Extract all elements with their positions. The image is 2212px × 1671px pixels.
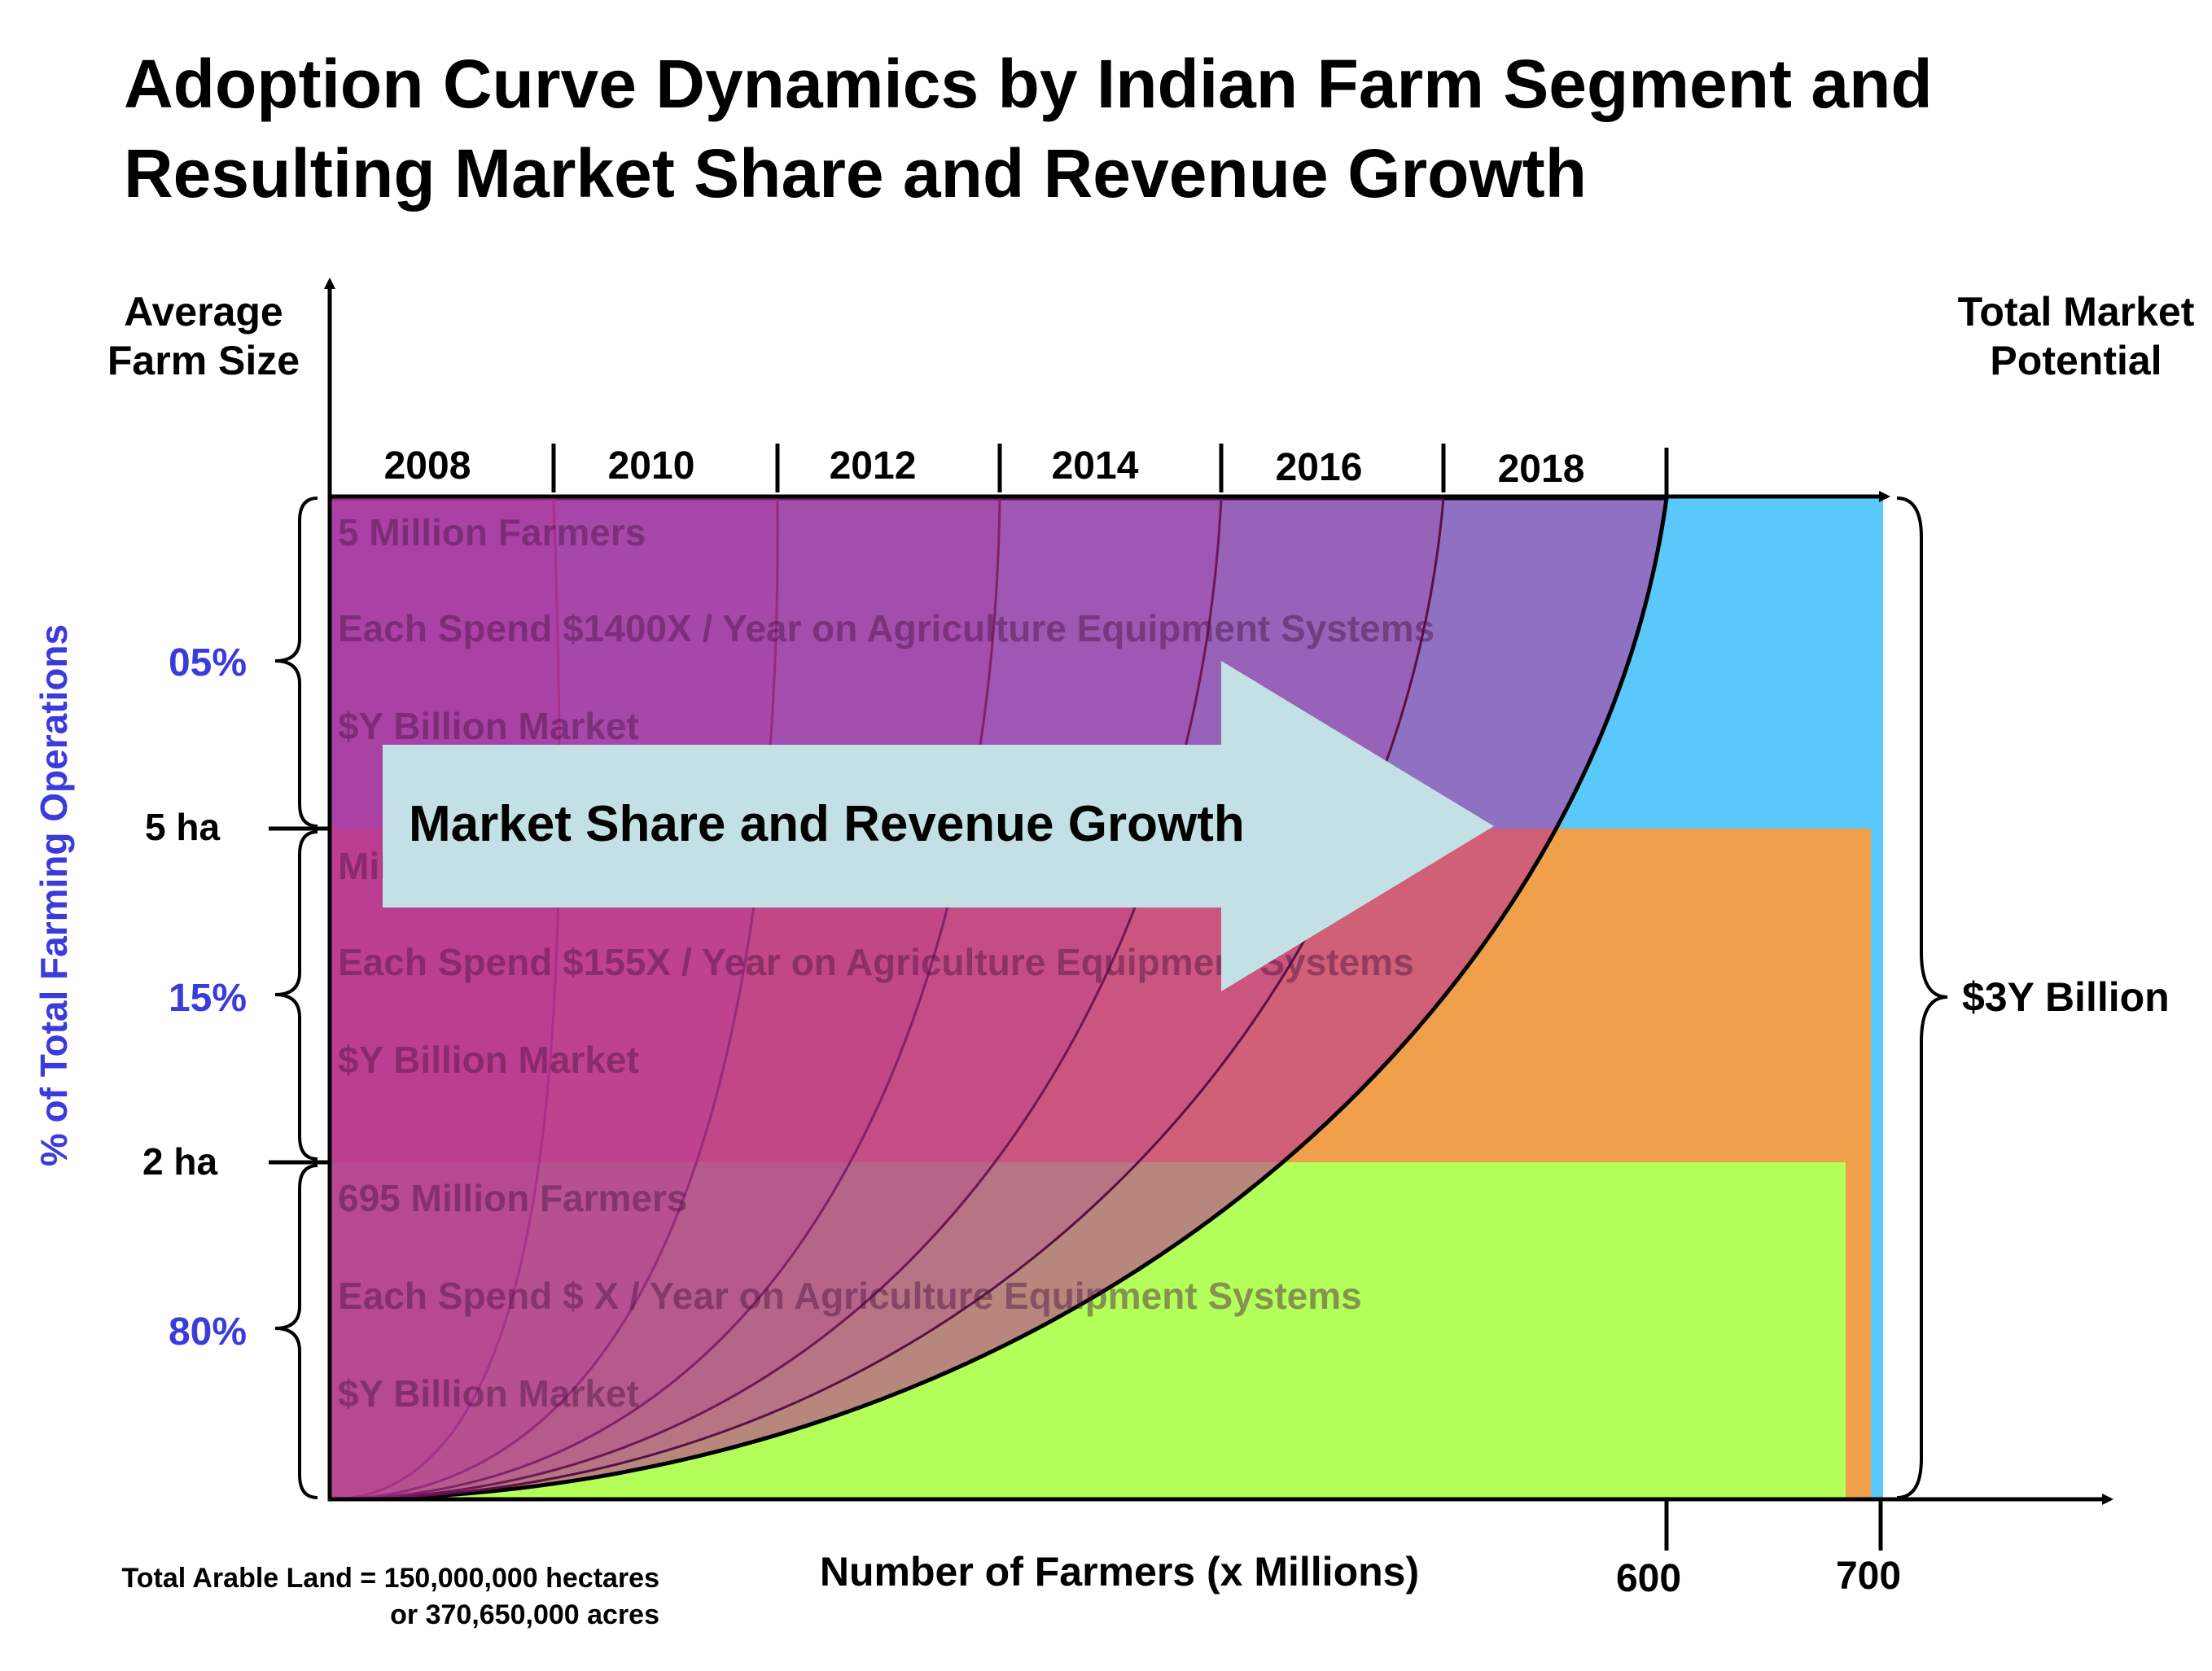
x-axis-label: Number of Farmers (x Millions)	[820, 1549, 1419, 1594]
percent-middle-segment: 15%	[169, 977, 247, 1020]
segment-3-farmers: 695 Million Farmers	[338, 1177, 688, 1219]
segment-1-farmers: 5 Million Farmers	[338, 511, 646, 553]
right-label-line-2: Potential	[1990, 338, 2162, 383]
growth-arrow-label: Market Share and Revenue Growth	[409, 796, 1245, 852]
right-label-line-1: Total Market	[1958, 289, 2195, 335]
year-label: 2018	[1498, 448, 1585, 491]
segment-3-market: $Y Billion Market	[338, 1372, 639, 1415]
title-line-1: Adoption Curve Dynamics by Indian Farm S…	[124, 46, 1933, 122]
year-label: 2012	[830, 444, 917, 488]
percent-top-segment: 05%	[169, 641, 247, 685]
y-axis-rotated-label: % of Total Farming Operations	[33, 624, 75, 1166]
threshold-label-2ha: 2 ha	[142, 1140, 217, 1183]
segment-1-spend: Each Spend $1400X / Year on Agriculture …	[338, 607, 1435, 650]
segment-2-market: $Y Billion Market	[338, 1039, 639, 1081]
year-label: 2014	[1052, 444, 1139, 488]
year-label: 2010	[608, 444, 695, 488]
x-tick-label-600: 600	[1616, 1557, 1681, 1600]
segment-3-spend: Each Spend $ X / Year on Agriculture Equ…	[338, 1275, 1362, 1317]
right-brace	[1896, 496, 1948, 1499]
left-brace-middle	[274, 830, 318, 1161]
percent-bottom-segment: 80%	[169, 1310, 247, 1354]
threshold-label-5ha: 5 ha	[145, 806, 220, 848]
left-brace-top	[274, 496, 318, 828]
year-label: 2016	[1276, 446, 1363, 489]
title-line-2: Resulting Market Share and Revenue Growt…	[124, 135, 1587, 212]
segment-1-market: $Y Billion Market	[338, 705, 639, 747]
footnote-line-1: Total Arable Land = 150,000,000 hectares	[122, 1563, 660, 1594]
growth-arrow	[383, 661, 1494, 991]
y-axis-title-line-2: Farm Size	[107, 338, 300, 383]
footnote-line-2: or 370,650,000 acres	[390, 1599, 659, 1630]
y-axis-title-line-1: Average	[124, 289, 283, 335]
total-market-value: $3Y Billion	[1962, 974, 2170, 1020]
year-label: 2008	[384, 444, 471, 488]
x-tick-label-700: 700	[1836, 1555, 1901, 1598]
left-brace-bottom	[274, 1164, 318, 1499]
